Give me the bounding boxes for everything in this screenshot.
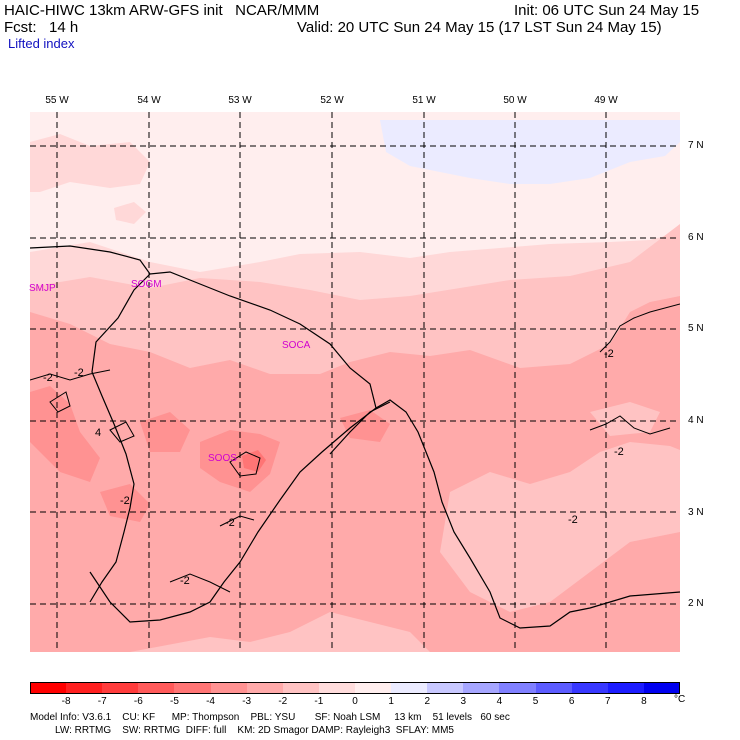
contour-label: -2: [43, 372, 53, 384]
colorbar-tick-label: -6: [133, 696, 143, 707]
salmon-patch-3: [140, 412, 190, 452]
colorbar-tick-label: 1: [388, 696, 394, 707]
lon-label-52w: 52 W: [320, 95, 344, 106]
colorbar-tick-label: 2: [424, 696, 430, 707]
colorbar-tick-label: 6: [568, 696, 575, 707]
station-label-soos: SOOS: [208, 453, 237, 464]
lon-label-54w: 54 W: [137, 95, 161, 106]
blue-region: [380, 120, 680, 184]
lat-label-7n: 7 N: [688, 140, 704, 151]
contour-label: -2: [568, 514, 578, 526]
lat-label-5n: 5 N: [688, 323, 704, 334]
colorbar-tick-label: -2: [278, 696, 288, 707]
contour-label: -2: [225, 517, 235, 529]
contour-small-2: [109, 421, 135, 443]
contour-label: -2: [120, 495, 130, 507]
colorbar-cell: [30, 682, 67, 694]
contour-mid: [219, 515, 255, 527]
lat-label-2n: 2 N: [688, 598, 704, 609]
colorbar-cell: [463, 682, 500, 694]
model-info-line2: LW: RRTMG SW: RRTMG DIFF: full KM: 2D Sm…: [30, 725, 454, 736]
colorbar-cell: [66, 682, 103, 694]
colorbar-tick-label: 3: [460, 696, 467, 707]
nw-pink-patch-2: [114, 202, 146, 224]
lon-label-50w: 50 W: [503, 95, 527, 106]
contour-small-3: [229, 451, 261, 477]
contour-label: 4: [95, 427, 102, 439]
lat-label-4n: 4 N: [688, 415, 704, 426]
contour-east: [599, 303, 680, 353]
colorbar-tick-label: -3: [242, 696, 252, 707]
lat-label-6n: 6 N: [688, 232, 704, 243]
colorbar-cell: [138, 682, 175, 694]
contour-small-1: [49, 391, 71, 413]
contour-se: [589, 415, 671, 435]
contour-label: -2: [180, 575, 190, 587]
coastline: [30, 245, 680, 629]
contour-west: [30, 369, 111, 381]
colorbar-tick-label: -7: [97, 696, 107, 707]
contour-label: -2: [604, 348, 614, 360]
colorbar-cell: [174, 682, 212, 694]
colorbar-tick-label: 0: [352, 696, 358, 707]
colorbar-cell: [571, 682, 609, 694]
colorbar-cell: [102, 682, 139, 694]
colorbar-cell: [355, 682, 392, 694]
contour-lines: [30, 303, 680, 593]
colorbar-outline: [30, 682, 680, 694]
colorbar-cell: [282, 682, 320, 694]
colorbar-tick-label: -1: [314, 696, 324, 707]
colorbar-cell: [499, 682, 537, 694]
colorbar-tick-label: 4: [496, 696, 503, 707]
station-label-soca: SOCA: [282, 340, 311, 351]
colorbar-tick-label: -5: [169, 696, 179, 707]
colorbar-tick-label: -4: [206, 696, 215, 707]
dark-patch-soos: [242, 450, 266, 472]
salmon-patch-5: [340, 410, 390, 442]
contour-label: -2: [614, 446, 624, 458]
lon-label-51w: 51 W: [412, 95, 436, 106]
colorbar-unit: °C: [674, 694, 686, 705]
salmon-patch-1: [30, 386, 100, 482]
colorbar-cell: [535, 682, 573, 694]
lon-label-55w: 55 W: [45, 95, 69, 106]
salmon-patch-2: [200, 430, 280, 492]
lon-label-49w: 49 W: [594, 95, 618, 106]
contour-label: -2: [74, 367, 84, 379]
colorbar-cell: [246, 682, 284, 694]
field-name: Lifted index: [8, 36, 75, 51]
valid-time: Valid: 20 UTC Sun 24 May 15 (17 LST Sun …: [297, 19, 662, 36]
boundaries: [30, 245, 680, 629]
model-info-line1: Model Info: V3.6.1 CU: KF MP: Thompson P…: [30, 712, 510, 723]
colorbar-cell: [318, 682, 356, 694]
grid-lines: [30, 112, 680, 652]
nw-pink-patch: [30, 134, 150, 192]
colorbar-tick-label: -8: [61, 696, 71, 707]
colorbar-tick-label: 7: [604, 696, 611, 707]
lon-label-53w: 53 W: [228, 95, 252, 106]
colorbar-cell: [643, 682, 681, 694]
east-light-patch: [590, 402, 660, 436]
border-suriname-guyane: [89, 273, 151, 603]
lat-label-3n: 3 N: [688, 507, 704, 518]
colorbar-cell: [391, 682, 428, 694]
border-amapa: [329, 401, 391, 455]
colorbar-tick-label: 5: [532, 696, 539, 707]
colorbar-tick-label: 8: [641, 696, 647, 707]
se-light-patch: [440, 442, 680, 612]
model-title: HAIC-HIWC 13km ARW-GFS init NCAR/MMM: [4, 2, 320, 19]
colorbar-cell: [607, 682, 645, 694]
colorbar-cell: [210, 682, 248, 694]
station-label-smjp: SMJP: [29, 283, 56, 294]
forecast-hour: Fcst: 14 h: [4, 19, 79, 36]
colorbar-cell: [427, 682, 464, 694]
border-guyane-brazil: [89, 407, 377, 623]
lifted-index-map: [30, 112, 680, 652]
init-time: Init: 06 UTC Sun 24 May 15: [514, 2, 700, 19]
station-label-sogm: SOGM: [131, 279, 162, 290]
